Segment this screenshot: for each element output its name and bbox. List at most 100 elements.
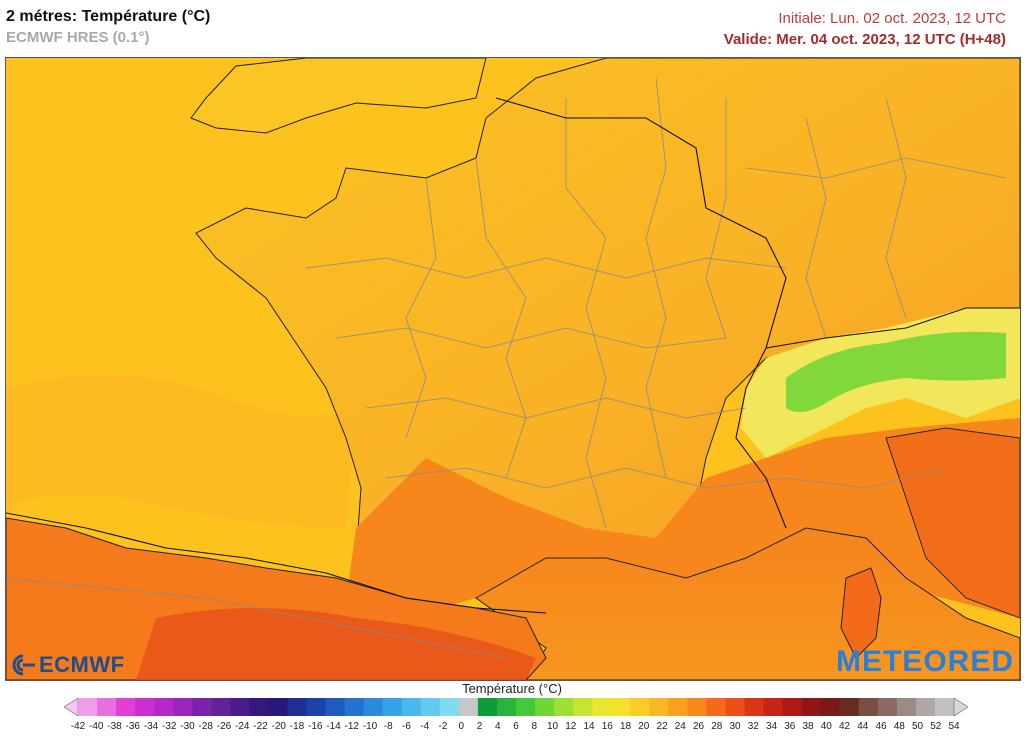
colorbar-segment [458,698,479,716]
colorbar-tick-label: 12 [565,721,577,732]
colorbar-segment [782,698,803,716]
colorbar-segment [268,698,288,716]
colorbar-segment [477,698,498,716]
colorbar-tick-label: 28 [711,721,723,732]
colorbar-segment [554,698,574,716]
colorbar-segment [78,698,98,716]
colorbar-segment [344,698,365,716]
temperature-colorbar [64,698,968,716]
colorbar-segment [668,698,688,716]
colorbar-tick-label: 38 [802,721,814,732]
run-init-time: Initiale: Lun. 02 oct. 2023, 12 UTC [778,10,1006,27]
colorbar-tick-label: 48 [893,721,905,732]
colorbar-segment [915,698,936,716]
colorbar-tick-label: 16 [601,721,613,732]
colorbar-tick-label: 14 [583,721,595,732]
legend-title: Température (°C) [462,681,562,696]
colorbar-tick-label: 32 [747,721,759,732]
colorbar-segment [516,698,536,716]
map-title: 2 métres: Température (°C) [6,8,211,25]
colorbar-tick-label: 30 [729,721,741,732]
colorbar-tick-label: 42 [838,721,851,732]
ecmwf-wordmark: ECMWF [39,652,125,677]
colorbar-segment [820,698,841,716]
colorbar-tick-label: -24 [235,721,250,732]
colorbar-segment [401,698,422,716]
colorbar-segment [230,698,250,716]
header-left: 2 métres: Température (°C) ECMWF HRES (0… [6,6,210,48]
colorbar-tick-label: 46 [875,721,887,732]
colorbar-tick-label: -18 [289,721,305,732]
colorbar-segment [496,698,517,716]
colorbar-segment [706,698,726,716]
colorbar-tick-label: -6 [402,721,411,732]
pyrenees-hot-core [136,608,536,680]
colorbar-tick-label: 50 [911,721,924,732]
colorbar-segment [420,698,441,716]
colorbar-tick-label: 22 [656,721,668,732]
colorbar-segment [573,698,593,716]
colorbar-segment [97,698,117,716]
colorbar-tick-label: -38 [107,721,122,732]
colorbar-tick-label: -10 [362,721,378,732]
colorbar-segment [382,698,403,716]
colorbar-segment [592,698,612,716]
colorbar-segment [801,698,822,716]
colorbar-max-arrow [953,698,968,716]
colorbar-tick-label: 44 [857,721,869,732]
colorbar-segment [306,698,327,716]
colorbar-tick-label: -8 [383,721,393,732]
department-borders [6,77,1007,659]
colorbar-segment [858,698,879,716]
colorbar-segment [135,698,155,716]
colorbar-tick-label: 36 [784,721,796,732]
colorbar-tick-label: 26 [692,721,705,732]
colorbar-tick-label: -20 [271,721,286,732]
corsica-island [840,567,882,659]
colorbar-tick-label: 54 [948,721,960,732]
colorbar-segment [192,698,212,716]
colorbar-tick-label: 34 [765,721,778,732]
colorbar-tick-label: 40 [820,721,832,732]
biscay-warm-area [6,375,356,528]
colorbar-segment [744,698,765,716]
colorbar-tick-label: -36 [125,721,140,732]
ecmwf-logo: ECMWF [10,651,125,679]
colorbar-tick-label: -4 [420,721,430,732]
colorbar-segment [287,698,308,716]
colorbar-tick-label: -42 [70,721,86,732]
colorbar-tick-label: -14 [326,721,341,732]
colorbar-segment [687,698,707,716]
colorbar-tick-label: -26 [216,721,232,732]
colorbar-tick-label: 4 [494,721,501,732]
colorbar-segment [325,698,346,716]
great-britain [190,58,487,134]
colorbar-segment [249,698,269,716]
colorbar-segment [116,698,136,716]
alps-cold-core [786,331,1006,412]
valid-time: Valide: Mer. 04 oct. 2023, 12 UTC (H+48) [723,31,1006,48]
colorbar-segment [877,698,898,716]
colorbar-segment [173,698,193,716]
colorbar-tick-label: -32 [162,721,177,732]
colorbar-tick-label: -34 [143,721,159,732]
colorbar-tick-label: 24 [674,721,686,732]
colorbar-tick-label: -28 [198,721,213,732]
colorbar-segment [839,698,860,716]
colorbar-segment [611,698,631,716]
colorbar-tick-label: 18 [619,721,632,732]
colorbar-segment [154,698,174,716]
colorbar-tick-label: -12 [344,721,359,732]
colorbar-min-arrow [64,698,79,716]
temperature-map[interactable] [5,57,1021,681]
colorbar-tick-label: -2 [438,721,448,732]
colorbar-segment [211,698,231,716]
colorbar-tick-label: 0 [458,721,465,732]
colorbar-segment [535,698,555,716]
colorbar-segment [363,698,384,716]
colorbar-tick-label: 52 [930,721,942,732]
ecmwf-swirl-icon [12,654,35,676]
colorbar-segment [725,698,746,716]
colorbar-segment [649,698,669,716]
colorbar-tick-label: 2 [476,721,483,732]
